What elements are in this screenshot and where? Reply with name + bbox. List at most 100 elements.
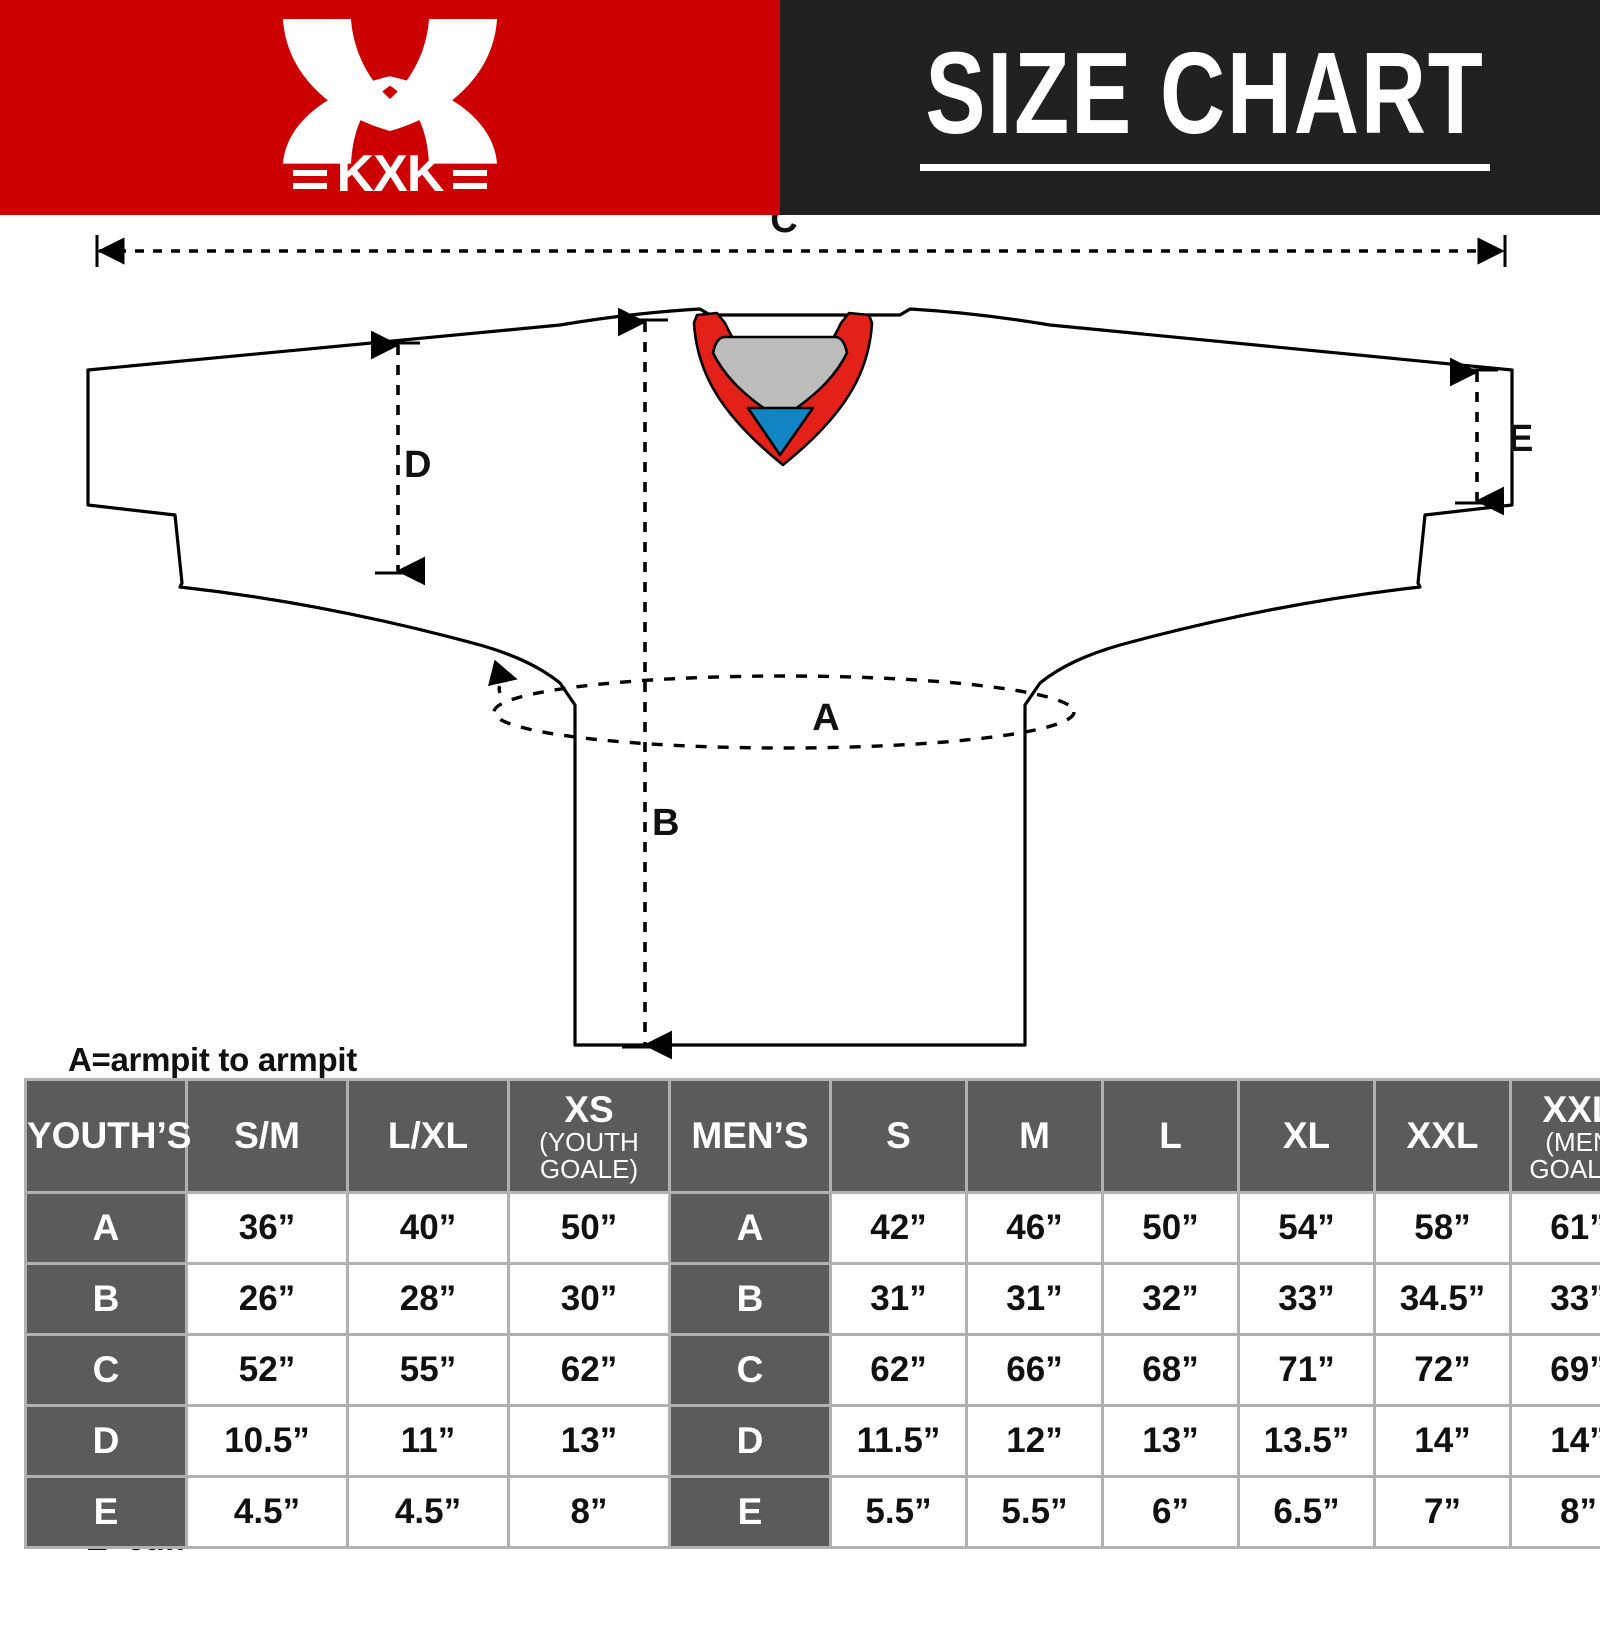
size-label: XL [1282,1115,1331,1156]
cell-mens-c-1: 66” [968,1336,1101,1404]
cell-mens-e-4: 7” [1376,1478,1509,1546]
cell-mens-d-5: 14” [1512,1407,1600,1475]
header-mens: MEN’S [671,1081,829,1191]
jersey-diagram: C D B A E A=armpit to armpit [0,215,1600,1557]
cell-youth-c-0: 52” [188,1336,346,1404]
cell-mens-b-4: 34.5” [1376,1265,1509,1333]
cell-mens-b-2: 32” [1104,1265,1237,1333]
cell-mens-c-3: 71” [1240,1336,1373,1404]
legend-line-a: A=armpit to armpit [68,1040,357,1078]
row-key-youth-d: D [27,1407,185,1475]
collar-gray-panel [711,335,849,421]
cell-mens-d-1: 12” [968,1407,1101,1475]
row-key-mens-b: B [671,1265,829,1333]
cell-mens-c-4: 72” [1376,1336,1509,1404]
dimension-label-e: E [1508,418,1533,460]
cell-youth-a-2: 50” [510,1194,668,1262]
dimension-label-d: D [404,444,431,486]
cell-youth-c-1: 55” [349,1336,507,1404]
cell-mens-d-4: 14” [1376,1407,1509,1475]
row-key-youth-a: A [27,1194,185,1262]
cell-youth-b-1: 28” [349,1265,507,1333]
page-title: SIZE CHART [925,28,1485,158]
cell-mens-e-1: 5.5” [968,1478,1101,1546]
cell-youth-d-1: 11” [349,1407,507,1475]
cell-youth-a-1: 40” [349,1194,507,1262]
cell-mens-b-0: 31” [832,1265,965,1333]
row-key-youth-e: E [27,1478,185,1546]
header-youths: YOUTH’S [27,1081,191,1191]
row-key-youth-b: B [27,1265,185,1333]
cell-youth-d-2: 13” [510,1407,668,1475]
dimension-b [618,307,672,1060]
cell-mens-d-3: 13.5” [1240,1407,1373,1475]
size-label: L/XL [387,1115,469,1156]
cell-mens-a-1: 46” [968,1194,1101,1262]
cell-mens-a-0: 42” [832,1194,965,1262]
size-label: S/M [234,1115,300,1156]
table-header-row: YOUTH’S S/M L/XL XS (YOUTH GOALE) MEN’S S… [27,1081,1600,1191]
table-row: D 10.5” 11” 13” D 11.5” 12” 13” 13.5” 14… [27,1407,1600,1475]
table-row: B 26” 28” 30” B 31” 31” 32” 33” 34.5” 33… [27,1265,1600,1333]
size-sublabel: (MEN GOALE) [1529,1127,1600,1184]
cell-mens-e-3: 6.5” [1240,1478,1373,1546]
kxk-hourglass-logo: KXK [283,18,497,203]
cell-youth-a-0: 36” [188,1194,346,1262]
collar-blue-tip [746,406,815,457]
title-underline [920,164,1490,171]
table-row: C 52” 55” 62” C 62” 66” 68” 71” 72” 69” [27,1336,1600,1404]
cell-mens-e-2: 6” [1104,1478,1237,1546]
cell-youth-e-0: 4.5” [188,1478,346,1546]
header-mens-col-2: L [1104,1081,1237,1191]
cell-mens-d-0: 11.5” [832,1407,965,1475]
cell-mens-a-4: 58” [1376,1194,1509,1262]
dimension-c [95,235,1507,267]
size-label: M [1019,1115,1050,1156]
dimension-a [487,659,1076,750]
header-mens-col-4: XXL [1376,1081,1509,1191]
size-label: S [886,1115,911,1156]
cell-mens-a-5: 61” [1512,1194,1600,1262]
cell-mens-e-0: 5.5” [832,1478,965,1546]
dimension-e [1450,357,1504,516]
row-key-youth-c: C [27,1336,185,1404]
size-chart-table: YOUTH’S S/M L/XL XS (YOUTH GOALE) MEN’S S… [24,1078,1600,1549]
header-mens-col-1: M [968,1081,1101,1191]
cell-mens-b-3: 33” [1240,1265,1373,1333]
row-key-mens-e: E [671,1478,829,1546]
size-sublabel: (YOUTH GOALE) [539,1127,639,1184]
header-mens-col-3: XL [1240,1081,1373,1191]
dimension-label-b: B [652,802,679,844]
cell-mens-a-3: 54” [1240,1194,1373,1262]
cell-mens-d-2: 13” [1104,1407,1237,1475]
dimension-label-a: A [812,697,839,739]
size-label: XXL [1542,1089,1600,1131]
brand-panel: KXK [0,0,780,215]
size-label: L [1159,1115,1182,1156]
cell-youth-c-2: 62” [510,1336,668,1404]
row-key-mens-c: C [671,1336,829,1404]
cell-youth-b-2: 30” [510,1265,668,1333]
size-label: XXL [1406,1115,1479,1156]
page-header: KXK SIZE CHART [0,0,1600,215]
header-youth-col-1: L/XL [349,1081,507,1191]
jersey-collar [692,311,874,467]
row-key-mens-a: A [671,1194,829,1262]
svg-text:KXK: KXK [337,145,445,203]
cell-mens-c-2: 68” [1104,1336,1237,1404]
header-youth-col-2: XS (YOUTH GOALE) [510,1081,668,1191]
cell-youth-b-0: 26” [188,1265,346,1333]
cell-youth-e-2: 8” [510,1478,668,1546]
cell-mens-a-2: 50” [1104,1194,1237,1262]
dimension-label-c: C [770,215,797,241]
row-key-mens-d: D [671,1407,829,1475]
size-label: XS [564,1089,614,1131]
cell-mens-e-5: 8” [1512,1478,1600,1546]
header-mens-col-5: XXL(MEN GOALE) [1512,1081,1600,1191]
jersey-diagram-svg: C D B A E [86,215,1533,1060]
header-youth-col-0: S/M [188,1081,346,1191]
cell-mens-c-0: 62” [832,1336,965,1404]
cell-youth-d-0: 10.5” [188,1407,346,1475]
cell-mens-b-1: 31” [968,1265,1101,1333]
table-row: A 36” 40” 50” A 42” 46” 50” 54” 58” 61” [27,1194,1600,1262]
